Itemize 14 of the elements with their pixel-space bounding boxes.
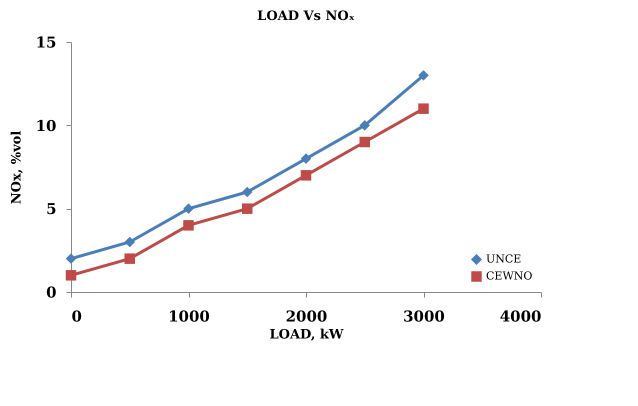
legend-label: UNCE xyxy=(486,252,522,266)
y-tick-label: 15 xyxy=(36,34,56,52)
y-axis-title: NOx, %vol xyxy=(10,130,25,204)
x-tick-label: 1000 xyxy=(168,308,210,326)
y-tick-label: 0 xyxy=(46,284,56,302)
chart-title: LOAD Vs NOₓ xyxy=(257,9,355,24)
x-tick-label: 2000 xyxy=(286,308,328,326)
x-tick-label: 4000 xyxy=(500,308,542,326)
y-tick-label: 10 xyxy=(36,116,56,135)
x-axis-title: LOAD, kW xyxy=(269,328,344,342)
x-tick-label: 0 xyxy=(72,308,82,326)
x-tick-label: 3000 xyxy=(403,308,445,326)
y-tick-label: 5 xyxy=(46,200,56,218)
legend-label: CEWNO xyxy=(486,270,532,282)
